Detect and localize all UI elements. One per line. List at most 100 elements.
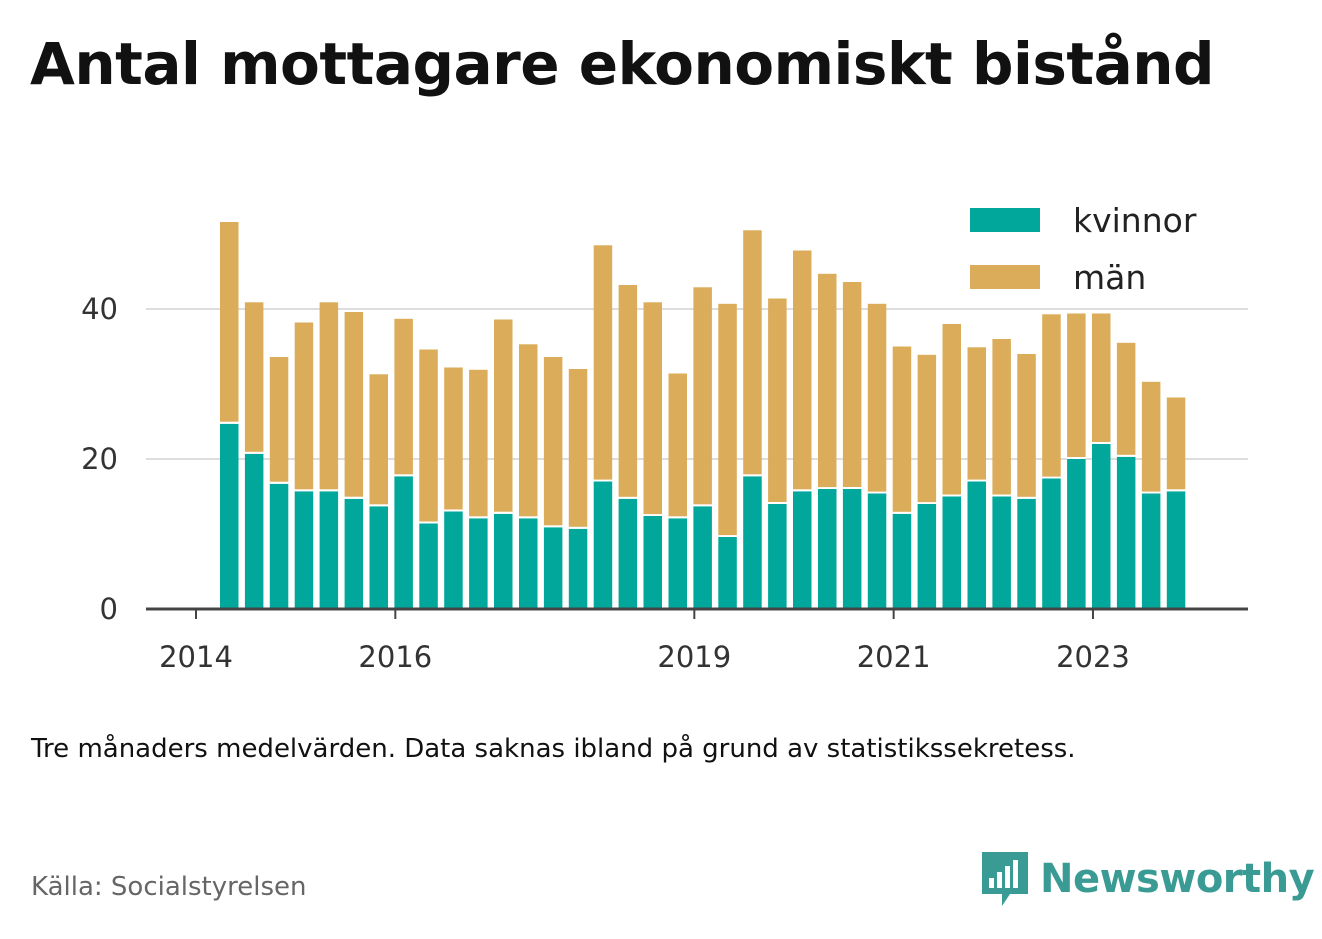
bar-kvinnor-2021-05 <box>917 504 937 609</box>
bar-separator <box>867 491 887 494</box>
bar-separator <box>1067 457 1086 459</box>
bar-separator <box>369 504 388 507</box>
newsworthy-logo-icon <box>982 852 1028 906</box>
bar-kvinnor-2019-08 <box>743 476 762 610</box>
chart-title: Antal mottagare ekonomiskt bistånd <box>30 30 1215 98</box>
bar-separator <box>1017 496 1036 499</box>
bar-separator <box>568 526 588 529</box>
bar-män-2023-11 <box>1166 397 1186 490</box>
bar-separator <box>269 481 289 484</box>
bar-kvinnor-2018-11 <box>668 518 687 610</box>
bar-separator <box>294 489 314 492</box>
bar-kvinnor-2017-02 <box>494 513 513 610</box>
bar-män-2020-08 <box>842 282 862 487</box>
bar-kvinnor-2020-02 <box>793 491 812 610</box>
bar-kvinnor-2020-05 <box>818 489 837 609</box>
bar-separator <box>693 504 712 507</box>
bar-män-2022-05 <box>1017 354 1036 497</box>
bar-kvinnor-2021-08 <box>942 496 961 609</box>
newsworthy-brand: Newsworthy <box>980 850 1315 908</box>
bar-män-2014-05 <box>220 222 239 422</box>
bar-kvinnor-2022-08 <box>1042 478 1061 609</box>
axis-labels: 0 20 40 2014 2016 2019 2021 2023 <box>81 292 1130 674</box>
bar-kvinnor-2014-11 <box>269 483 289 610</box>
bar-kvinnor-2020-08 <box>842 489 862 609</box>
bar-män-2016-02 <box>394 318 413 475</box>
bar-kvinnor-2017-05 <box>519 518 538 610</box>
bar-män-2018-11 <box>668 373 687 517</box>
bar-män-2023-02 <box>1092 313 1111 442</box>
bar-kvinnor-2016-11 <box>469 518 488 610</box>
bar-kvinnor-2022-02 <box>992 496 1011 609</box>
bar-män-2022-08 <box>1042 314 1061 477</box>
bar-kvinnor-2019-11 <box>768 504 787 609</box>
bar-kvinnor-2022-05 <box>1017 498 1036 610</box>
bar-män-2016-11 <box>469 369 488 517</box>
bar-män-2018-05 <box>618 285 638 497</box>
bar-kvinnor-2021-11 <box>967 481 986 609</box>
bar-män-2021-11 <box>967 347 986 480</box>
bar-separator <box>643 514 662 516</box>
bar-kvinnor-2017-08 <box>543 527 563 610</box>
bar-män-2017-08 <box>543 357 563 526</box>
bar-separator <box>1092 442 1111 444</box>
bar-män-2019-08 <box>743 230 762 475</box>
bar-män-2017-05 <box>519 344 538 517</box>
bar-män-2021-08 <box>942 324 961 495</box>
bar-kvinnor-2018-05 <box>618 498 638 610</box>
bar-män-2015-05 <box>319 302 339 490</box>
bar-kvinnor-2015-02 <box>294 491 314 610</box>
x-tick-label: 2021 <box>857 640 931 674</box>
bar-separator <box>1116 454 1136 457</box>
bar-kvinnor-2014-05 <box>220 423 239 610</box>
bar-män-2022-11 <box>1067 313 1086 457</box>
bar-separator <box>344 496 364 499</box>
bar-kvinnor-2023-02 <box>1092 444 1111 609</box>
bar-män-2018-02 <box>593 245 613 480</box>
bar-kvinnor-2016-05 <box>419 523 438 609</box>
bar-separator <box>494 511 513 514</box>
bar-män-2023-05 <box>1116 342 1136 455</box>
legend-label-kvinnor: kvinnor <box>1073 201 1197 240</box>
legend-label-män: män <box>1073 258 1146 297</box>
bar-separator <box>842 487 862 489</box>
bar-kvinnor-2023-08 <box>1141 493 1161 609</box>
bar-män-2018-08 <box>643 302 662 515</box>
bar-separator <box>319 489 339 492</box>
bar-separator <box>593 479 613 482</box>
y-tick-label: 40 <box>81 292 118 326</box>
stacked-bar-chart: 0 20 40 2014 2016 2019 2021 2023 kvinnor män <box>81 201 1248 674</box>
bar-separator <box>543 525 563 528</box>
bar-separator <box>469 516 488 519</box>
bar-separator <box>244 451 264 454</box>
bar-kvinnor-2019-02 <box>693 506 712 610</box>
x-tick-label: 2023 <box>1056 640 1130 674</box>
bar-män-2019-05 <box>718 303 737 536</box>
bar-kvinnor-2018-02 <box>593 481 613 609</box>
bar-kvinnor-2023-05 <box>1116 456 1136 610</box>
bar-män-2017-11 <box>568 369 588 527</box>
bar-män-2019-11 <box>768 298 787 502</box>
x-tick-label: 2016 <box>358 640 432 674</box>
bar-separator <box>1166 489 1186 492</box>
bar-män-2016-08 <box>444 367 463 510</box>
chart-note: Tre månaders medelvärden. Data saknas ib… <box>31 734 1076 764</box>
bar-kvinnor-2019-05 <box>718 537 737 609</box>
bar-kvinnor-2020-11 <box>867 493 887 609</box>
bar-kvinnor-2021-02 <box>892 513 912 610</box>
bar-separator <box>1141 491 1161 494</box>
bar-kvinnor-2017-11 <box>568 528 588 610</box>
bar-separator <box>793 489 812 492</box>
bar-kvinnor-2022-11 <box>1067 459 1086 609</box>
x-tick-label: 2014 <box>159 640 233 674</box>
legend: kvinnor män <box>970 201 1197 297</box>
bar-separator <box>818 487 837 489</box>
bar-separator <box>768 502 787 504</box>
bar-separator <box>394 474 413 477</box>
bar-män-2015-11 <box>369 374 388 505</box>
bar-separator <box>419 521 438 524</box>
bar-kvinnor-2016-02 <box>394 476 413 610</box>
bar-män-2015-02 <box>294 322 314 490</box>
bar-kvinnor-2015-05 <box>319 491 339 610</box>
bar-separator <box>967 479 986 482</box>
